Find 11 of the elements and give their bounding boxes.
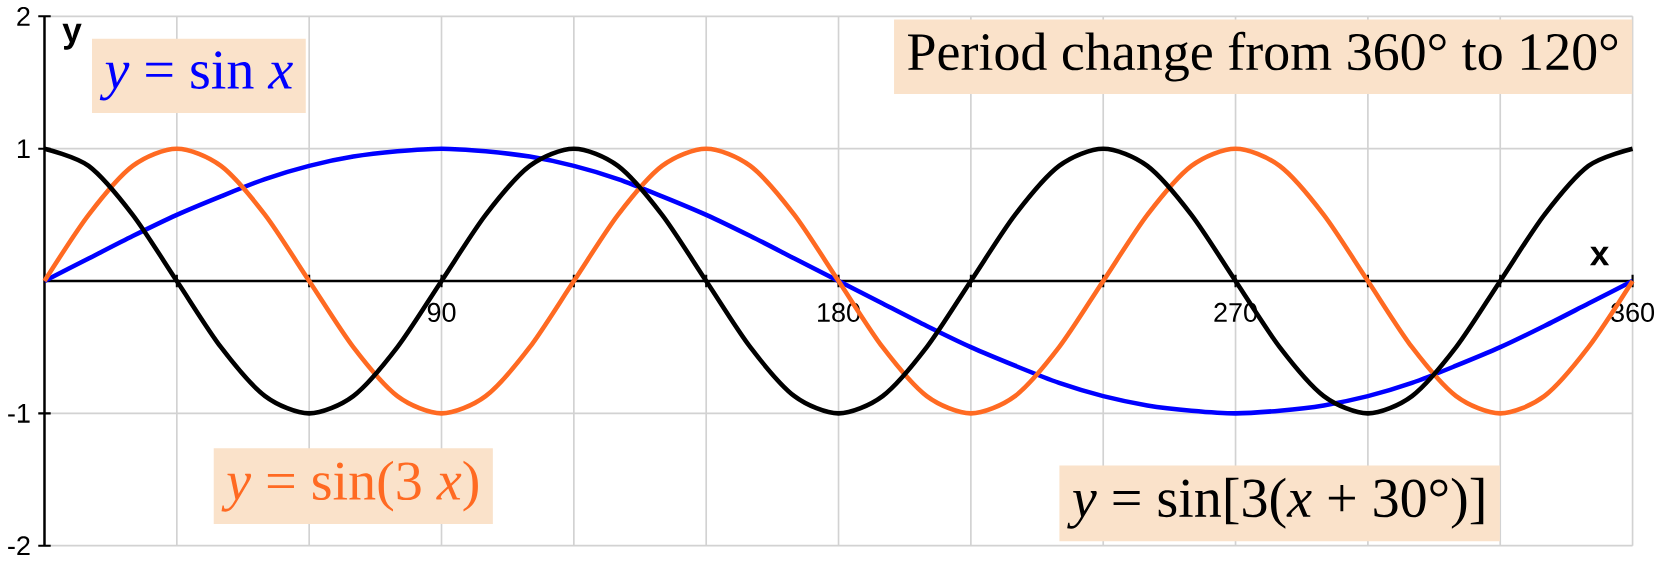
y-tick-label: -2	[8, 536, 30, 556]
series-label: y = sin(3 x)	[221, 460, 478, 512]
series-label: y = sin x	[99, 51, 293, 101]
y-tick-label: 1	[17, 139, 30, 158]
chart-title: Period change from 360° to 120°	[908, 31, 1618, 82]
y-tick-label: -1	[8, 404, 30, 423]
x-axis-title: x	[1589, 246, 1610, 266]
y-tick-label: 2	[17, 6, 30, 26]
series-label: y = sin[3(x + 30°)]	[1067, 477, 1484, 529]
y-axis-title: y	[62, 23, 82, 50]
x-tick-label: 90	[427, 302, 456, 322]
